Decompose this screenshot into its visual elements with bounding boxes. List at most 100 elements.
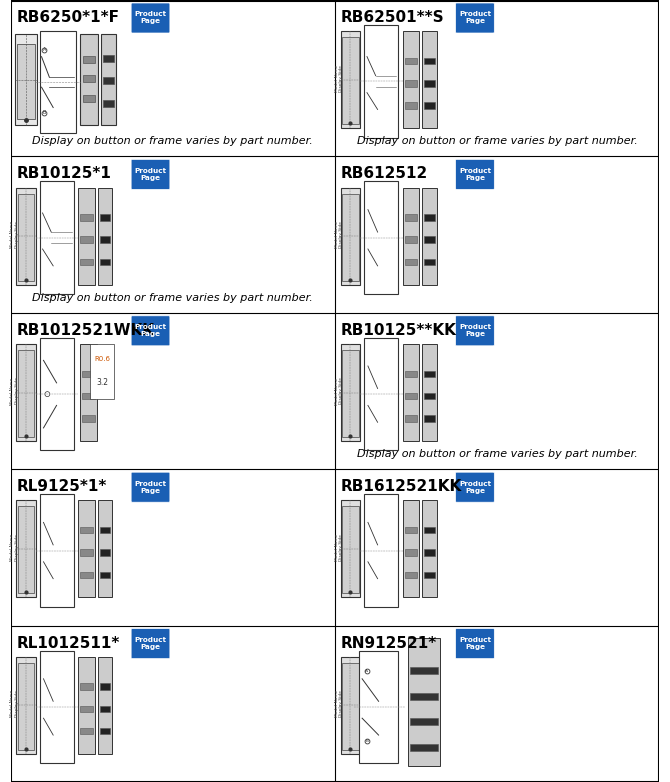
Text: RL9125*1*: RL9125*1* [16, 479, 107, 494]
Text: R0.6: R0.6 [94, 357, 110, 362]
Bar [100, 527, 111, 533]
Bar [18, 194, 34, 281]
Bar [98, 188, 113, 285]
Text: Model Name
Display Side: Model Name Display Side [334, 221, 343, 249]
Bar [80, 344, 96, 441]
Bar [424, 58, 435, 64]
Bar [341, 657, 360, 754]
Text: RB10125**KK: RB10125**KK [341, 323, 457, 338]
Bar [405, 393, 417, 400]
Text: Model Name
Display Side: Model Name Display Side [334, 64, 343, 92]
Bar [424, 572, 435, 578]
Bar [424, 102, 435, 109]
Bar [342, 194, 358, 281]
Bar [15, 34, 37, 125]
Bar [422, 344, 437, 441]
FancyBboxPatch shape [131, 160, 170, 189]
Bar [409, 693, 438, 700]
Bar [342, 38, 358, 124]
Bar [405, 549, 417, 556]
Text: RL1012511*: RL1012511* [16, 636, 120, 651]
Bar [100, 572, 111, 578]
Text: 3.2: 3.2 [96, 378, 108, 387]
Bar [422, 188, 437, 285]
Bar [342, 663, 358, 750]
Bar [364, 494, 398, 607]
Bar [409, 667, 438, 674]
Bar [80, 214, 93, 221]
Bar [405, 371, 417, 377]
Bar [80, 236, 93, 243]
Bar [405, 527, 417, 533]
Bar [405, 236, 417, 243]
Text: Product
Page: Product Page [135, 325, 167, 337]
Bar [16, 500, 36, 597]
Bar [103, 77, 114, 84]
Bar [405, 415, 417, 421]
Bar [403, 188, 419, 285]
Bar [78, 657, 95, 754]
Text: Model Name
Display Side: Model Name Display Side [334, 533, 343, 561]
Bar [100, 549, 111, 556]
Bar [422, 31, 437, 128]
Bar [342, 507, 358, 594]
Bar [424, 393, 435, 400]
Bar [18, 663, 34, 750]
Bar [83, 76, 95, 82]
Bar [78, 500, 95, 597]
Bar [100, 728, 111, 734]
Bar [100, 214, 111, 221]
Bar [90, 344, 114, 399]
FancyBboxPatch shape [131, 316, 170, 346]
Text: Model Name
Display Side: Model Name Display Side [10, 377, 19, 405]
Bar [40, 31, 76, 133]
Text: Model Name
Display Side: Model Name Display Side [10, 221, 19, 249]
Bar [100, 236, 111, 243]
Bar [100, 705, 111, 712]
Bar [364, 25, 398, 138]
Text: Product
Page: Product Page [135, 168, 167, 181]
Bar [341, 344, 360, 441]
Bar [364, 181, 398, 294]
Text: Display on button or frame varies by part number.: Display on button or frame varies by par… [32, 136, 313, 146]
Bar [80, 259, 93, 265]
Text: Model Name
Display Side: Model Name Display Side [10, 533, 19, 561]
Text: B: B [43, 110, 46, 115]
Bar [405, 102, 417, 109]
Bar [82, 415, 95, 421]
Text: Product
Page: Product Page [135, 12, 167, 24]
Text: Product
Page: Product Page [135, 637, 167, 650]
Bar [40, 338, 74, 450]
Bar [17, 45, 35, 119]
Bar [424, 415, 435, 421]
Text: Product
Page: Product Page [135, 481, 167, 493]
Text: Model Name
Display Side: Model Name Display Side [334, 377, 343, 405]
Text: RB1612521KK: RB1612521KK [341, 479, 462, 494]
Bar [80, 549, 93, 556]
Text: Product
Page: Product Page [459, 12, 491, 24]
Text: A: A [43, 47, 46, 52]
Bar [100, 34, 116, 125]
Bar [16, 344, 36, 441]
Bar [103, 55, 114, 62]
Bar [405, 80, 417, 87]
Bar [403, 500, 419, 597]
Bar [342, 350, 358, 437]
Bar [83, 95, 95, 102]
FancyBboxPatch shape [456, 316, 494, 346]
Bar [341, 31, 360, 128]
Bar [424, 549, 435, 556]
Text: B: B [365, 739, 369, 743]
Bar [422, 500, 437, 597]
Bar [100, 259, 111, 265]
Text: RB612512: RB612512 [341, 167, 428, 181]
FancyBboxPatch shape [456, 629, 494, 658]
Bar [359, 651, 398, 763]
Bar [100, 683, 111, 690]
Text: Product
Page: Product Page [459, 481, 491, 493]
Bar [403, 31, 419, 128]
Bar [80, 683, 93, 690]
Bar [405, 572, 417, 578]
Text: Display on button or frame varies by part number.: Display on button or frame varies by par… [357, 449, 638, 459]
Bar [405, 58, 417, 64]
